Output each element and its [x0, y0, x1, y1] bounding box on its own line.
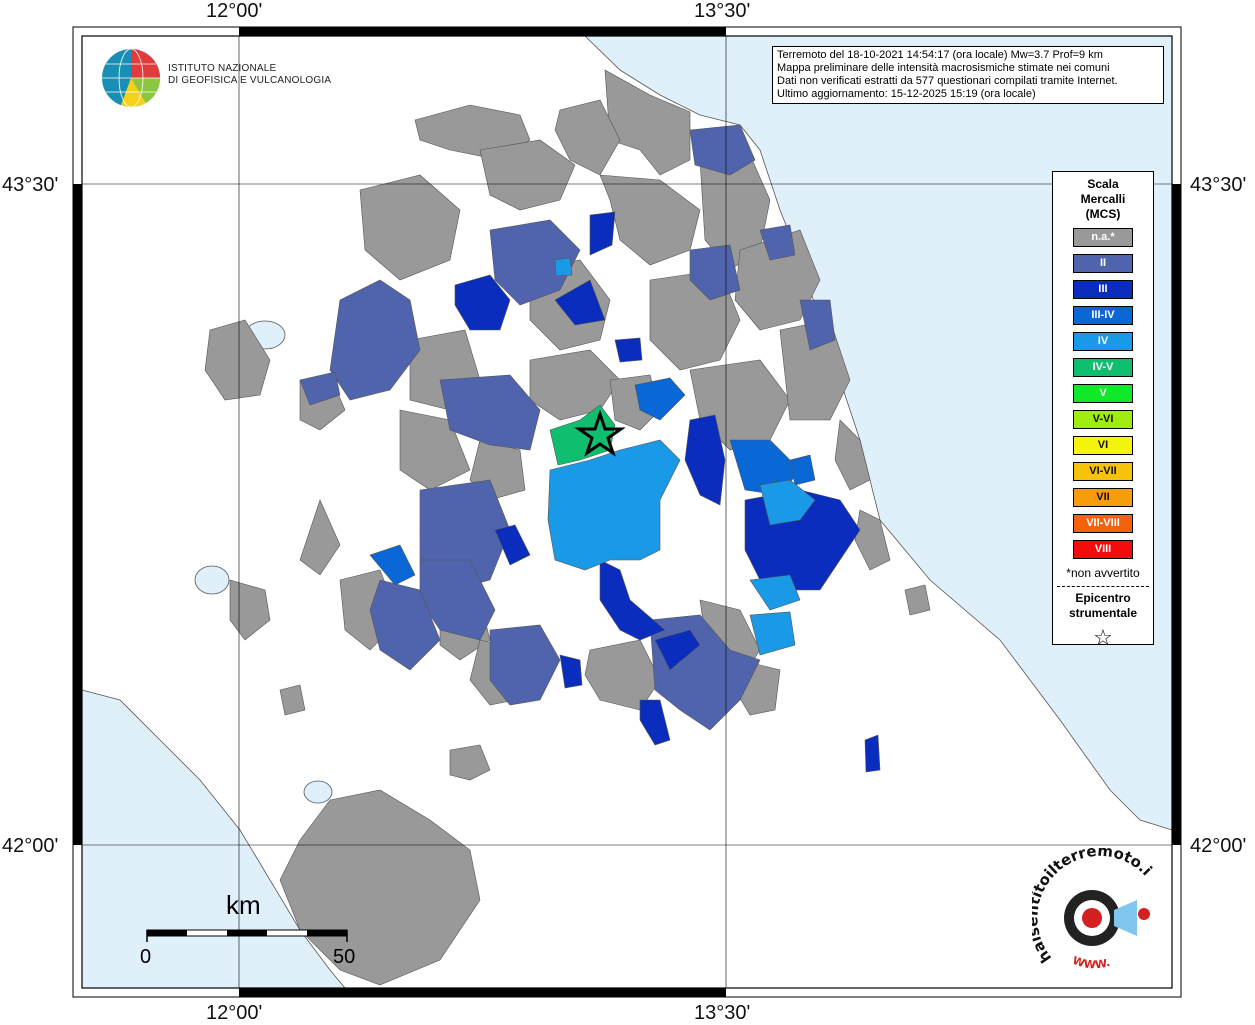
- legend-star-icon: ☆: [1093, 625, 1113, 650]
- frame-ticks-light: [72, 26, 1182, 998]
- hsit-speaker-icon: [1114, 900, 1137, 936]
- municipalities-intensity-iii: [454, 211, 881, 773]
- legend-item: IV: [1073, 332, 1133, 351]
- hsit-logo: haisentitoilterremoto.it WWW.: [1032, 848, 1156, 972]
- lon-label-top-left: 12°00': [206, 0, 263, 22]
- legend-item: III: [1073, 280, 1133, 299]
- legend-items: n.a.* II III III-IV IV IV-V V V-VI VI VI-VII VII VI…: [1053, 228, 1153, 559]
- lon-label-bottom-left: 12°00': [206, 1002, 263, 1024]
- ingv-logo-icon: [102, 48, 161, 108]
- legend-item: VI-VII: [1073, 462, 1133, 481]
- legend-note: *non avvertito: [1066, 566, 1140, 580]
- scale-max: 50: [333, 946, 356, 968]
- legend-item: VII: [1073, 488, 1133, 507]
- frame-ticks: [73, 27, 1181, 997]
- legend-item: III-IV: [1073, 306, 1133, 325]
- legend-separator: [1057, 586, 1149, 587]
- epicenter-star: [574, 409, 626, 457]
- legend-item: VI: [1073, 436, 1133, 455]
- legend-item: II: [1073, 254, 1133, 273]
- legend-epicenter-line1: Epicentro: [1075, 591, 1131, 605]
- mcs-legend: Scala Mercalli (MCS) n.a.* II III III-IV IV I…: [1052, 171, 1154, 650]
- legend-item: V-VI: [1073, 410, 1133, 429]
- lake-bolsena: [194, 565, 230, 595]
- legend-item: VIII: [1073, 540, 1133, 559]
- lon-label-top-right: 13°30': [694, 0, 751, 22]
- info-line-2: Mappa preliminare delle intensità macros…: [777, 62, 1110, 74]
- ingv-name-line1: ISTITUTO NAZIONALE: [168, 63, 277, 74]
- legend-title-line2: Mercalli: [1080, 192, 1126, 206]
- legend-item: IV-V: [1073, 358, 1133, 377]
- info-line-4: Ultimo aggiornamento: 15-12-2025 15:19 (…: [777, 88, 1036, 100]
- legend-item: n.a.*: [1073, 228, 1133, 247]
- legend-title-line3: (MCS): [1085, 207, 1121, 221]
- lake-bracciano: [303, 780, 333, 804]
- earthquake-info-box: Terremoto del 18-10-2021 14:54:17 (ora l…: [772, 46, 1164, 104]
- adriatic-sea: [584, 35, 1173, 831]
- legend-epicenter: Epicentro strumentale: [1053, 591, 1153, 621]
- scale-min: 0: [140, 946, 152, 968]
- scale-unit: km: [226, 890, 261, 920]
- legend-title-line1: Scala: [1087, 177, 1119, 191]
- municipalities-intensity-iv: [547, 257, 816, 656]
- lon-label-bottom-right: 13°30': [694, 1002, 751, 1024]
- info-line-3: Dati non verificati estratti da 577 ques…: [777, 75, 1118, 87]
- lat-label-left-top: 43°30': [2, 174, 59, 196]
- lat-label-right-top: 43°30': [1190, 174, 1247, 196]
- lat-label-left-bottom: 42°00': [2, 835, 59, 857]
- hsit-url-text: WWW.: [1071, 954, 1112, 972]
- lat-label-right-bottom: 42°00': [1190, 835, 1247, 857]
- info-line-1: Terremoto del 18-10-2021 14:54:17 (ora l…: [777, 49, 1103, 61]
- ingv-name-line2: DI GEOFISICA E VULCANOLOGIA: [168, 75, 332, 86]
- legend-title: Scala Mercalli (MCS): [1053, 177, 1153, 222]
- municipalities-not-felt: [204, 69, 931, 986]
- ingv-name: ISTITUTO NAZIONALE DI GEOFISICA E VULCAN…: [168, 63, 331, 87]
- legend-item: VII-VIII: [1073, 514, 1133, 533]
- legend-epicenter-line2: strumentale: [1068, 606, 1138, 620]
- scale-bar: [146, 929, 348, 942]
- legend-item: V: [1073, 384, 1133, 403]
